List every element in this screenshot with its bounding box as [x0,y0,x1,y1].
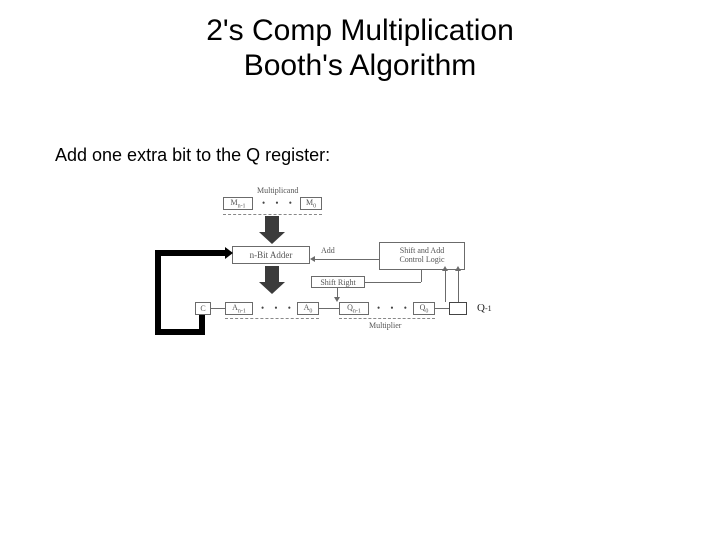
q-lo-text: Q0 [420,303,429,315]
control-box: Shift and Add Control Logic [379,242,465,270]
line-qm1-up [458,270,459,302]
a-hi-text: An-1 [232,303,246,315]
fb-left [155,250,161,335]
q-minus1-label: Q-1 [477,302,492,314]
q-hi-box: Qn-1 [339,302,369,315]
a-hi-box: An-1 [225,302,253,315]
shift-right-box: Shift Right [311,276,365,288]
m-hi-text: Mn-1 [230,198,245,210]
a-lo-box: A0 [297,302,319,315]
m-lo-box: M0 [300,197,322,210]
line-a-q [319,308,339,309]
q-dashed [339,318,435,319]
slide-title: 2's Comp Multiplication Booth's Algorith… [0,14,720,83]
booth-diagram: Multiplicand Mn-1 • • • M0 n-Bit Adder A… [145,190,525,360]
title-line-1: 2's Comp Multiplication [206,14,514,47]
a-dashed [225,318,319,319]
q-minus1-box [449,302,467,315]
a-lo-text: A0 [304,303,313,315]
fb-arrow-icon [225,247,233,259]
title-line-2: Booth's Algorithm [244,49,477,82]
arrow-adder-to-a-icon [265,266,279,284]
q-minus1-sub: -1 [485,304,492,313]
line-c-a [211,308,225,309]
m-lo-text: M0 [306,198,316,210]
q-minus1-q: Q [477,302,485,314]
arrow-m-to-adder-icon [265,216,279,234]
add-label: Add [321,246,335,255]
q-lo-box: Q0 [413,302,435,315]
m-dashed [223,214,322,215]
line-control-to-adder [315,259,379,260]
fb-top [155,250,227,256]
control-line2: Control Logic [399,256,444,265]
arrow-q0-up-icon [442,266,448,271]
adder-box: n-Bit Adder [232,246,310,264]
slide: 2's Comp Multiplication Booth's Algorith… [0,0,720,540]
subtext: Add one extra bit to the Q register: [55,145,330,166]
multiplier-label: Multiplier [369,321,401,330]
fb-bottom [155,329,205,335]
m-dots: • • • [262,198,296,208]
q-dots: • • • [377,303,411,313]
line-ctrl-down [421,270,422,282]
line-q0-qm1 [435,308,449,309]
arrow-qm1-up-icon [455,266,461,271]
q-hi-text: Qn-1 [347,303,361,315]
multiplicand-label: Multiplicand [257,186,298,195]
c-box: C [195,302,211,315]
m-hi-box: Mn-1 [223,197,253,210]
line-ctrl-to-shift [365,282,421,283]
a-dots: • • • [261,303,295,313]
arrow-to-adder-icon [310,256,315,262]
line-q0-up [445,270,446,302]
